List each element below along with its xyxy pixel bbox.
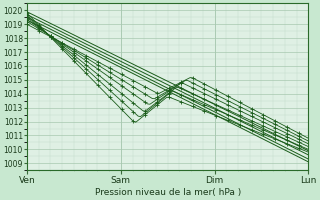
X-axis label: Pression niveau de la mer( hPa ): Pression niveau de la mer( hPa ) [94,188,241,197]
